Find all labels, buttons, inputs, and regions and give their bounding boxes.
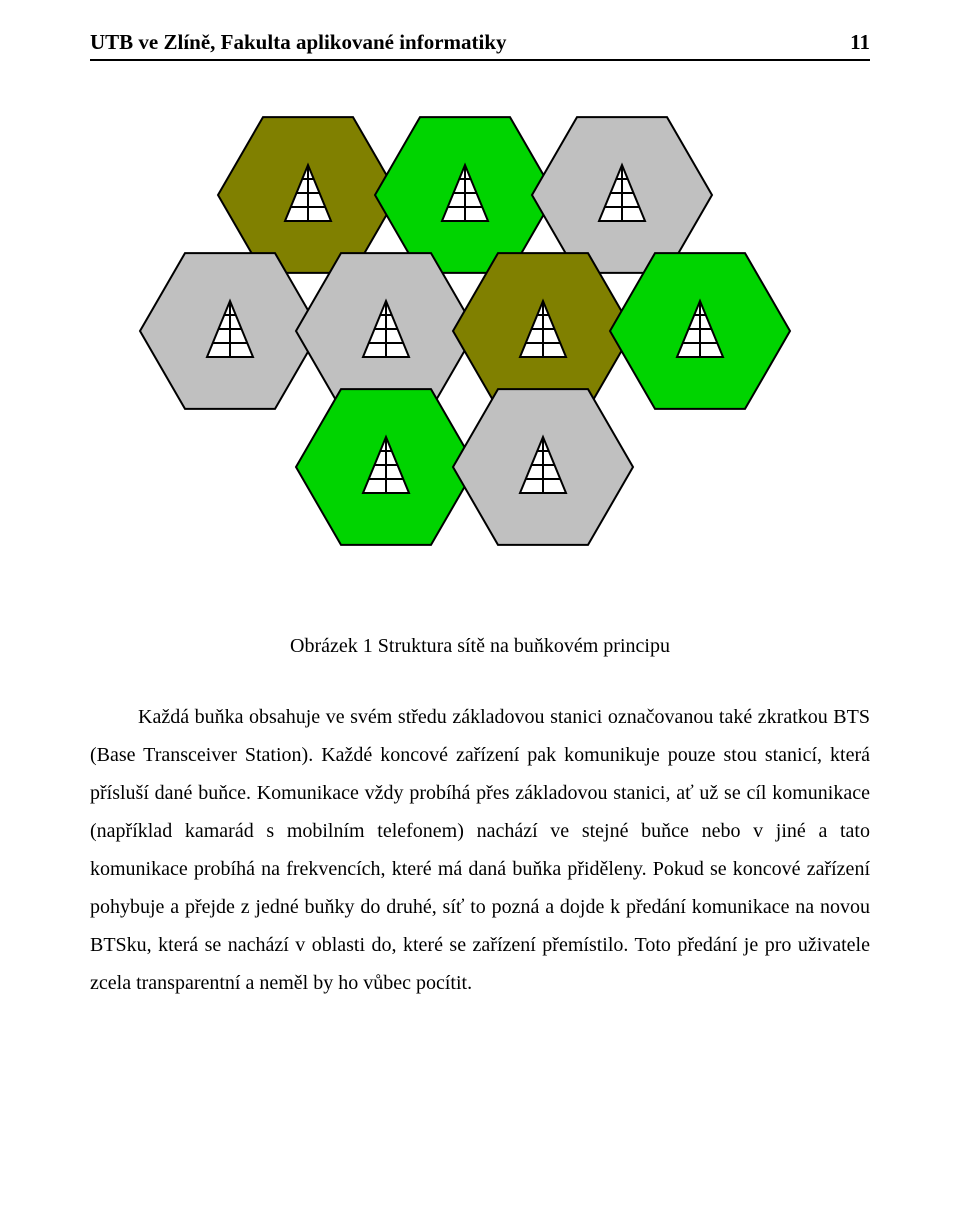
page-header: UTB ve Zlíně, Fakulta aplikované informa… (90, 30, 870, 61)
paragraph-1: Každá buňka obsahuje ve svém středu zákl… (90, 698, 870, 1002)
cell-diagram (90, 85, 870, 605)
document-page: UTB ve Zlíně, Fakulta aplikované informa… (0, 0, 960, 1225)
hex-grid-svg (130, 85, 830, 605)
body-text: Každá buňka obsahuje ve svém středu zákl… (90, 698, 870, 1002)
header-title: UTB ve Zlíně, Fakulta aplikované informa… (90, 30, 507, 55)
header-page-number: 11 (850, 30, 870, 55)
figure-caption: Obrázek 1 Struktura sítě na buňkovém pri… (90, 635, 870, 658)
